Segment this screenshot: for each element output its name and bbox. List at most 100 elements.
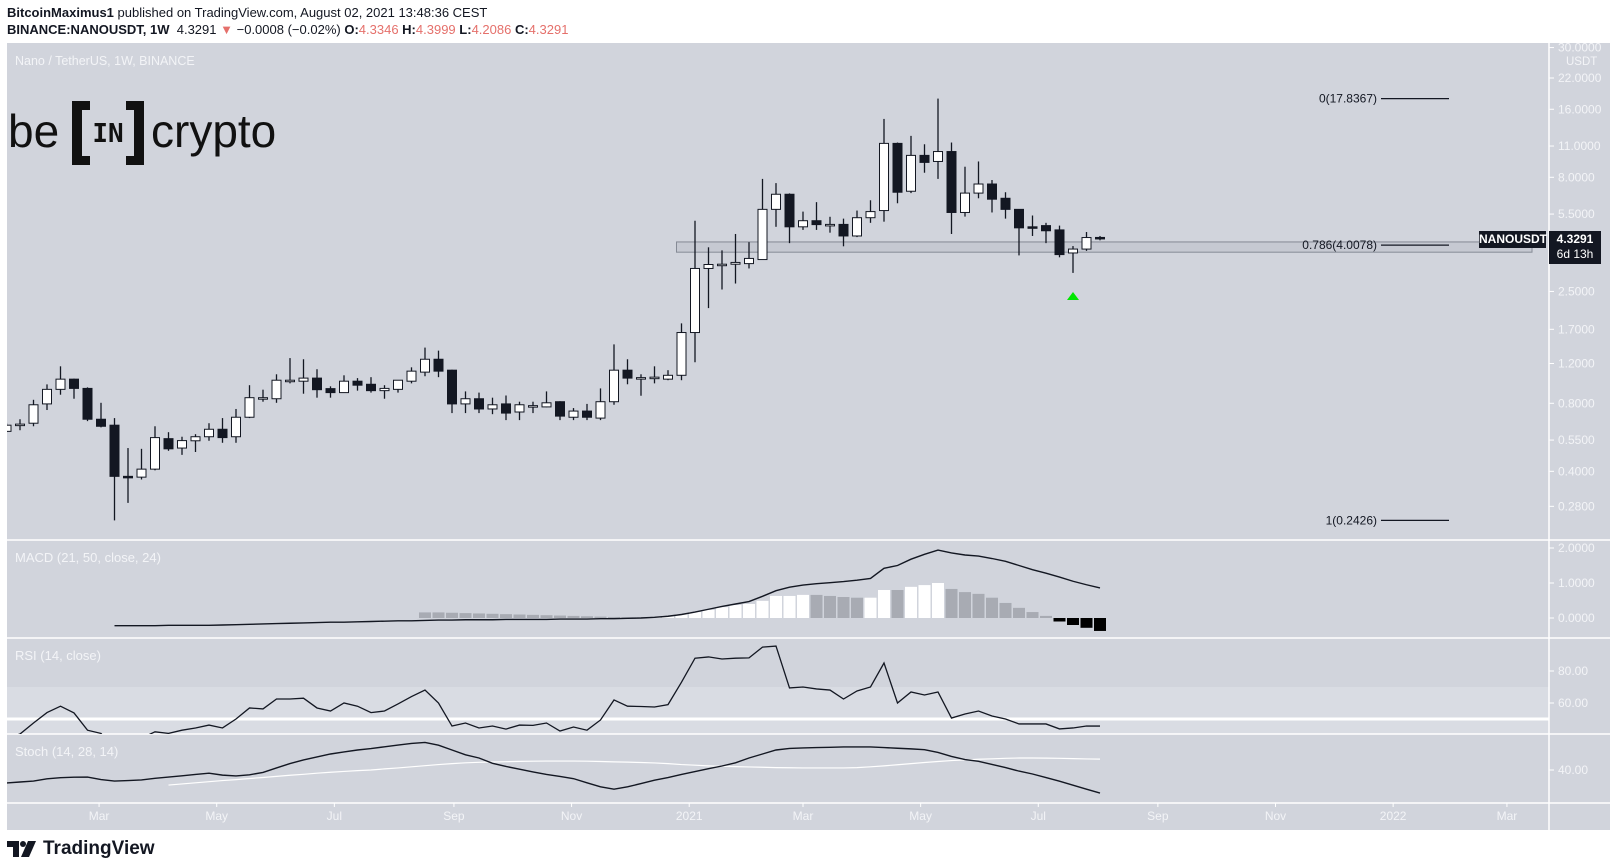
candle-body — [555, 401, 565, 417]
macd-histogram-bar — [459, 613, 472, 618]
time-axis-label: Nov — [561, 809, 582, 823]
candle-body — [622, 369, 633, 379]
macd-histogram-bar — [999, 602, 1012, 618]
candle — [622, 359, 633, 385]
candle — [663, 370, 673, 381]
candle-body — [271, 379, 282, 400]
candle — [163, 432, 174, 451]
macd-histogram-bar — [905, 586, 917, 618]
candle — [190, 434, 201, 453]
macd-title[interactable]: MACD (21, 50, close, 24) — [15, 550, 161, 565]
candle-body — [55, 378, 66, 390]
candle — [406, 367, 417, 384]
candle — [757, 178, 768, 261]
macd-histogram-bar — [837, 597, 850, 618]
candle — [568, 408, 579, 421]
candle-body — [1027, 226, 1038, 229]
rsi-band — [7, 687, 1549, 734]
macd-histogram-bar — [756, 600, 769, 618]
price-axis-label: 0.2800 — [1558, 499, 1595, 513]
author-name[interactable]: BitcoinMaximus1 — [7, 5, 114, 20]
candle — [96, 402, 106, 428]
macd-histogram-bar — [1013, 607, 1025, 618]
macd-histogram-bar — [959, 592, 971, 618]
candle — [325, 386, 336, 398]
macd-histogram-bar — [419, 612, 431, 618]
publish-text: published on TradingView.com, August 02,… — [117, 5, 488, 20]
candle-body — [298, 377, 309, 382]
fib-level-label: 0.786(4.0078) — [1302, 238, 1377, 252]
candle — [7, 423, 12, 433]
macd-histogram-bar — [783, 595, 796, 618]
main-pane-title: Nano / TetherUS, 1W, BINANCE — [15, 54, 195, 68]
time-axis-label: Sep — [443, 809, 465, 823]
svg-text:be: be — [8, 105, 59, 157]
stoch-title[interactable]: Stoch (14, 28, 14) — [15, 744, 119, 759]
candle — [1014, 208, 1024, 256]
candle-body — [285, 379, 295, 383]
macd-histogram-bar — [554, 615, 566, 618]
support-zone — [676, 241, 1533, 253]
rsi-title[interactable]: RSI (14, close) — [15, 648, 101, 663]
candle — [892, 142, 903, 204]
macd-histogram-bar — [810, 594, 823, 618]
high-label: H: — [402, 22, 416, 37]
candle-body — [177, 440, 187, 449]
candle — [1054, 225, 1065, 258]
close-value: 4.3291 — [528, 22, 569, 37]
macd-histogram-bar — [689, 612, 701, 618]
candle-body — [1000, 197, 1011, 210]
candle-body — [528, 405, 538, 408]
candle-body — [28, 404, 39, 424]
candle — [109, 418, 120, 521]
macd-histogram-bar — [743, 604, 755, 618]
candle-body — [1014, 208, 1024, 229]
candle-body — [757, 208, 768, 261]
candle-body — [501, 403, 511, 414]
symbol-info: BINANCE:NANOUSDT, 1W 4.3291 ▼ −0.0008 (−… — [7, 22, 568, 37]
candle — [595, 388, 606, 421]
candle-body — [460, 398, 471, 405]
candle — [55, 366, 66, 395]
macd-histogram-bar — [864, 597, 877, 618]
candle — [649, 366, 660, 384]
time-axis-label: Sep — [1147, 809, 1169, 823]
macd-histogram-bar — [729, 605, 742, 618]
tradingview-brand: TradingView — [43, 838, 155, 859]
price-axis-label: 0.5500 — [1558, 433, 1595, 447]
tradingview-logo[interactable]: TradingView — [7, 838, 155, 860]
candle — [717, 250, 727, 290]
candle-body — [393, 379, 403, 390]
macd-histogram-bar — [608, 616, 620, 618]
indicator-axis-label: 60.00 — [1558, 696, 1588, 710]
fib-level-label: 1(0.2426) — [1326, 513, 1377, 527]
candle — [42, 384, 52, 411]
time-axis-label: May — [909, 809, 932, 823]
time-axis-label: 2022 — [1380, 809, 1407, 823]
candle-body — [109, 424, 120, 477]
candle — [379, 385, 390, 399]
candle-body — [69, 378, 79, 389]
candle — [474, 392, 484, 414]
candle-body — [595, 401, 606, 419]
macd-histogram-bar — [1026, 612, 1039, 618]
macd-histogram-bar — [473, 613, 485, 618]
candle — [744, 242, 754, 269]
tradingview-logo-icon — [7, 841, 36, 857]
candle-body — [838, 223, 849, 237]
candle — [852, 210, 862, 238]
stoch-k-line — [7, 741, 1101, 794]
candle-body — [217, 428, 228, 439]
indicator-axis-label: 1.0000 — [1558, 576, 1595, 590]
macd-histogram-bar — [716, 607, 728, 618]
candle — [501, 395, 511, 421]
candle — [339, 375, 349, 394]
macd-histogram-bar — [918, 585, 931, 618]
candle-body — [514, 404, 525, 413]
candle — [258, 389, 268, 402]
stoch-d-line — [168, 757, 1101, 786]
macd-histogram-bar — [527, 614, 539, 618]
low-label: L: — [459, 22, 472, 37]
indicator-axis-label: 80.00 — [1558, 664, 1588, 678]
